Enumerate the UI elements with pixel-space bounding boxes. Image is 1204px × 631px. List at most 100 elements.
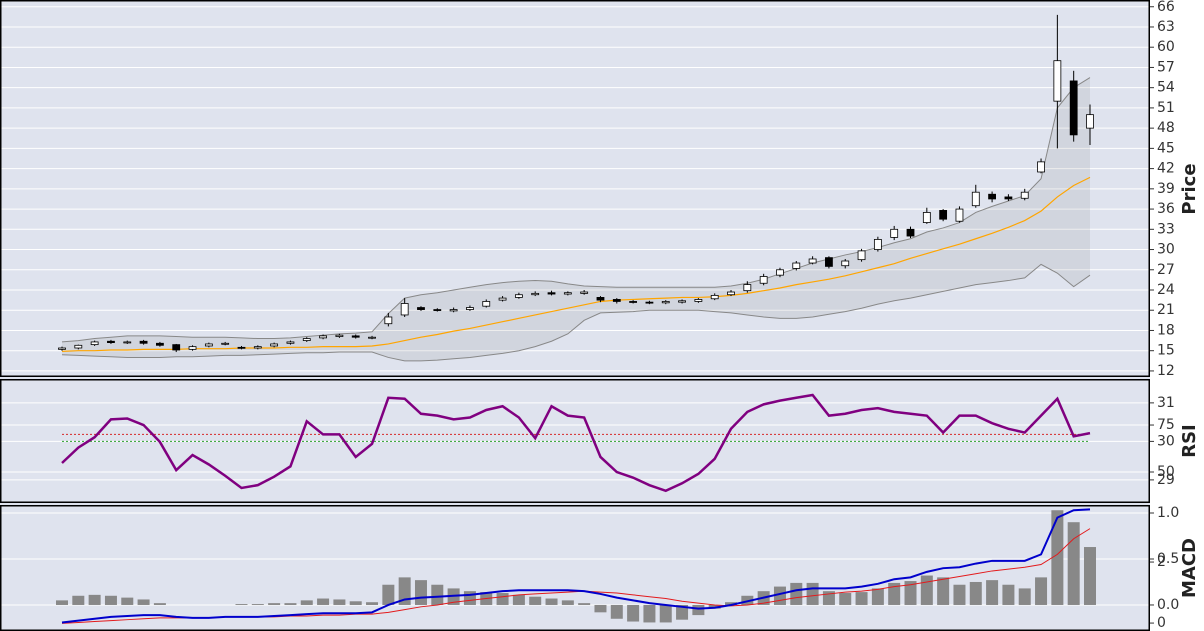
upper-band [61,77,1091,343]
candle-body [156,342,164,346]
histogram-bar [496,593,509,605]
histogram-bar [790,582,803,605]
candle-body [139,340,148,344]
histogram-bar [561,600,574,605]
histogram-bar [284,603,297,605]
y-tick-label: 39 [1157,181,1175,197]
candle-body [1086,114,1094,129]
candle-body [417,307,425,310]
histogram-bar [56,600,68,605]
candle-body [74,344,83,349]
y-tick-label: 63 [1157,19,1175,35]
histogram-bar [529,596,542,605]
histogram-bar [773,586,786,605]
candle-body [710,294,719,300]
candle-body [1020,191,1029,199]
y-tick-label: 36 [1157,201,1175,217]
candle-body [237,346,246,349]
candle-body [873,239,882,250]
candle-body [825,257,833,267]
histogram-bar [1084,547,1096,605]
candle-body [1069,80,1078,136]
histogram-bar [366,602,379,605]
histogram-bar [953,584,966,605]
candle-body [971,191,980,207]
y-tick-label: 30 [1157,242,1175,258]
histogram-bar [920,575,933,605]
rsi-axis-label: RSI [1179,424,1200,458]
y-tick-label: 2 [1157,554,1166,570]
histogram-bar [627,604,640,622]
candle-body [204,343,213,347]
y-tick-label: 12 [1157,363,1175,379]
histogram-bar [1002,584,1015,605]
candle-body [922,212,931,223]
panel-frame [0,379,1150,503]
candle-body [1004,196,1013,200]
histogram-bar [333,599,346,605]
candle-body [188,346,197,350]
candle-body [988,193,996,200]
plot-background [0,0,1150,631]
histogram-bar [855,592,868,605]
histogram-bar [463,591,476,605]
histogram-bar [382,584,395,605]
candle-body [433,309,442,311]
candle-body [335,334,344,337]
histogram-bar [1051,510,1064,605]
candle-body [449,309,458,312]
candle-body [547,292,556,295]
histogram-bar [676,604,689,620]
candle-body [939,210,948,220]
y-tick-label: 57 [1157,59,1175,75]
candle-body [661,301,670,304]
histogram-bar [692,604,705,616]
y-tick-label: 66 [1157,0,1175,15]
y-tick-label: 27 [1157,262,1175,278]
histogram-bar [72,595,85,605]
candle-body [759,276,768,284]
histogram-bar [251,604,264,605]
histogram-bar [431,584,444,605]
candle-body [678,300,686,303]
histogram-bar [937,577,950,605]
histogram-bar [839,593,852,605]
histogram-bar [659,604,672,623]
histogram-bar [610,604,623,619]
candle-body [694,299,703,302]
histogram-bar [888,582,901,605]
y-tick-label: 60 [1157,39,1175,55]
candle-body [645,301,654,304]
candle-body [107,340,115,344]
candle-body [580,291,589,294]
candle-body [466,307,474,310]
candle-body [58,347,66,350]
y-tick-label: 1.0 [1157,505,1179,521]
histogram-bar [414,580,427,605]
y-tick-label: 30 [1157,433,1175,449]
candle-body [384,316,393,325]
candle-body [302,338,311,341]
y-tick-label: 51 [1157,100,1175,116]
histogram-bar [986,580,999,605]
histogram-bar [643,604,656,623]
histogram-bar [88,594,101,605]
rsi-line [61,393,1091,493]
candle-body [253,346,262,349]
macd-axis-label: MACD [1179,538,1200,598]
histogram-bar [121,597,134,605]
macd-line [61,508,1091,624]
histogram-bar [300,600,313,605]
histogram-bar [1018,588,1031,605]
panel-frame [0,0,1150,377]
candle-body [808,258,817,264]
y-tick-label: 21 [1157,302,1175,318]
histogram-bar [137,599,150,605]
candle-body [221,342,230,345]
panel-frame [0,505,1150,631]
histogram-bar [1067,522,1080,605]
candle-body [612,299,621,302]
candle-body [563,292,572,295]
histogram-bar [153,603,166,605]
